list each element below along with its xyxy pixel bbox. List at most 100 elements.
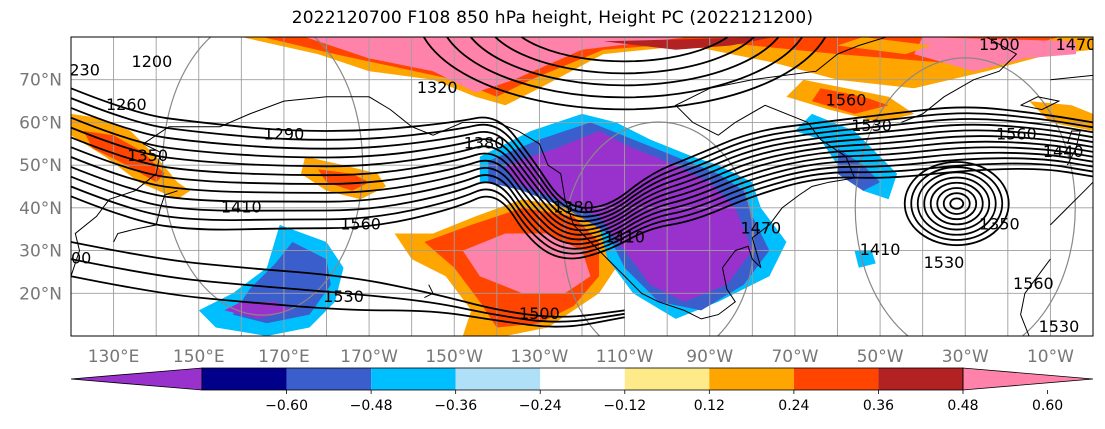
coast-norway [1050,74,1093,81]
contour-label: 1350 [127,146,168,165]
colorbar-tick-label: 0.48 [947,398,978,414]
arctic-contour [422,37,827,111]
colorbar: −0.60 −0.48 −0.36 −0.24 −0.12 0.12 0.24 0.36 0.4… [70,367,1094,414]
atlantic-low-contour [942,192,971,215]
latitude-tick-label: 20°N [19,284,62,304]
height-contour [71,126,1093,227]
contour-label: 1200 [51,249,92,268]
arctic-contour [520,37,730,63]
atlantic-low-contour [949,197,965,210]
colorbar-segment [286,368,372,390]
map-plot-area: 1230 1200 1260 1350 1290 1410 1560 1530 1500 1380… [51,37,1093,336]
longitude-tick-label: 110°W [596,347,654,367]
height-contour [71,87,1093,209]
colorbar-tick-label: −0.12 [603,398,646,414]
coast-africa [1020,258,1051,336]
atlantic-low-contour [936,187,978,221]
height-contour-south [71,241,625,318]
contour-label: 1230 [59,61,100,80]
height-contour [71,157,1093,250]
greenland-positive-orange [837,37,932,55]
contour-label: 1530 [924,253,965,272]
colorbar-segment [709,368,794,390]
latitude-tick-label: 60°N [19,113,62,133]
longitude-tick-label: 150°W [425,347,483,367]
colorbar-tick-label: −0.60 [265,398,308,414]
colorbar-segment [793,368,879,390]
height-contour [71,151,1093,245]
longitude-tick-label: 130°E [88,347,140,367]
colorbar-frame [201,367,964,391]
europe-positive-orange [1029,101,1093,131]
colorbar-tick-label: 0.36 [863,398,894,414]
map-title: 2022120700 F108 850 hPa height, Height P… [291,8,814,28]
longitude-tick-label: 150°E [173,347,225,367]
range-ring [854,57,1076,336]
colorbar-segment [455,368,541,390]
latitude-tick-label: 40°N [19,199,62,219]
map-frame [70,36,1094,337]
contour-label: 1470 [740,219,781,238]
coast-iceland [1020,96,1061,111]
colorbar-tick-label: 0.24 [778,398,809,414]
height-contour [71,167,1093,260]
height-contour [71,116,1093,223]
latitude-tick-label: 70°N [19,71,62,91]
longitude-tick-label: 50°W [857,347,904,367]
height-contour [71,140,1093,236]
arctic-contour [446,37,804,99]
longitude-labels: 130°E 150°E 170°E 170°W 150°W 130°W 110°W 90°W 7… [88,347,1074,367]
longitude-tick-label: 130°W [511,347,569,367]
latitude-tick-label: 30°N [19,242,62,262]
longitude-tick-label: 10°W [1027,347,1074,367]
height-contour [71,107,1093,218]
colorbar-tick-label: −0.24 [519,398,562,414]
arctic-positive-darkred [603,37,774,50]
height-contour [71,162,1093,255]
colorbar-tick-label: 0.60 [1032,398,1063,414]
canada-positive-red [811,88,889,114]
coast-greenland [837,37,1018,123]
colorbar-tick-label: −0.48 [350,398,393,414]
contour-label: 1560 [340,214,381,233]
contour-label: 1530 [323,287,364,306]
contour-label: 1560 [826,91,867,110]
colorbar-arrow-left [70,367,203,391]
contour-label: 1500 [519,304,560,323]
atlantic-low-contour [923,176,991,231]
contour-label: 1440 [1043,142,1084,161]
colorbar-segment [202,368,287,390]
subtropical-positive-pink [462,233,591,294]
height-contour-south [71,258,625,323]
atlantic-low-contour [916,171,997,236]
contour-label: 1290 [264,125,305,144]
contour-label: 1560 [996,125,1037,144]
atlantic-low-contour [903,161,1010,247]
colorbar-tick-label: −0.36 [434,398,477,414]
coast-asia-americas [71,53,856,320]
greenland-positive-pink [914,37,1076,72]
longitude-tick-label: 70°W [771,347,818,367]
contour-label: 1410 [604,227,645,246]
colorbar-tick-label: 0.12 [694,398,725,414]
atlantic-low-contour [929,181,984,226]
longitude-tick-label: 170°E [258,347,310,367]
contour-label: 1560 [1013,274,1054,293]
height-contour-south [71,275,625,328]
atlantic-low-contour [910,166,1004,241]
height-contour [71,146,1093,241]
contour-label: 1380 [464,133,505,152]
height-contours [71,37,1093,328]
contour-label: 1200 [132,52,173,71]
colorbar-segment [540,368,625,390]
contour-label: 1260 [106,95,147,114]
contour-label: 1380 [553,197,594,216]
coast-iberia [1050,181,1093,226]
contour-label: 1530 [851,116,892,135]
longitude-tick-label: 170°W [340,347,398,367]
latitude-labels: 20°N 30°N 40°N 50°N 60°N 70°N [19,71,62,305]
longitude-tick-label: 30°W [942,347,989,367]
contour-label: 1410 [221,197,262,216]
colorbar-segment [878,368,963,390]
